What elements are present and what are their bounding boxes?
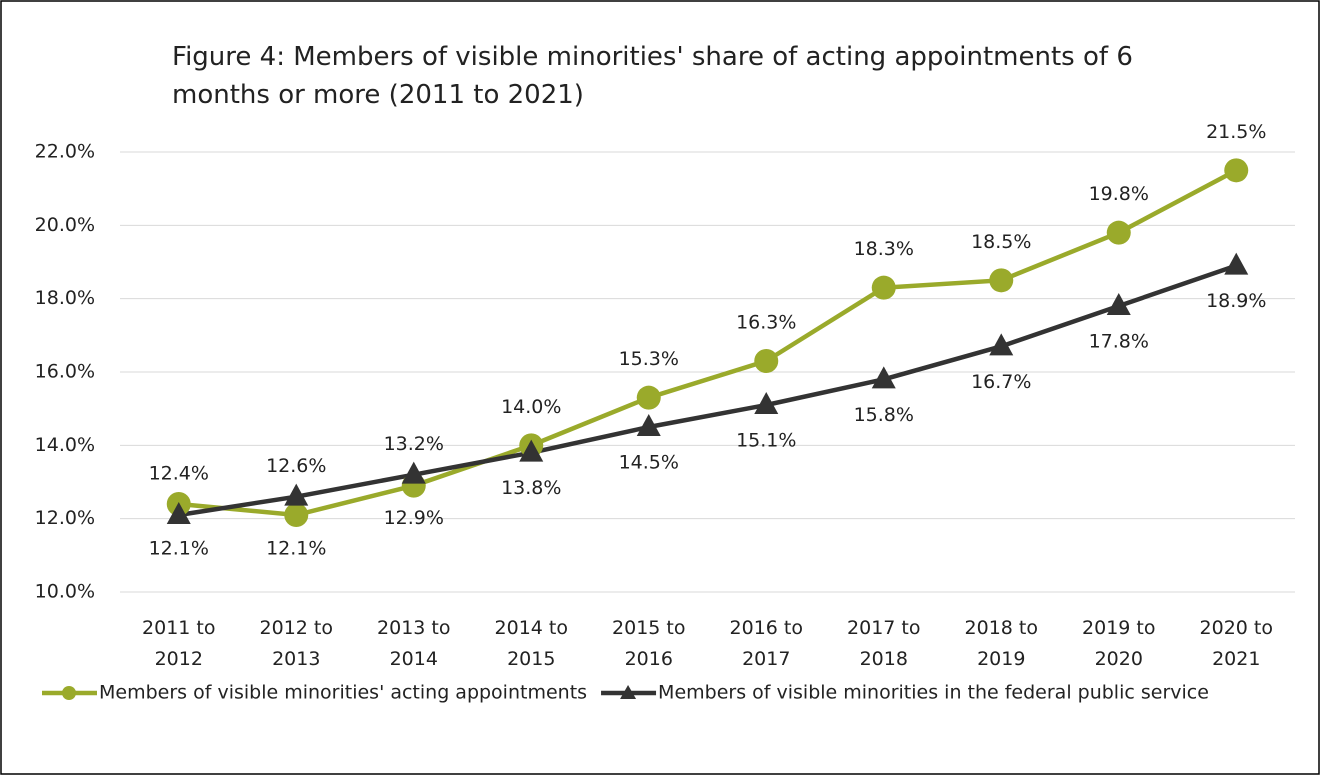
x-tick-line: 2011 to [142, 617, 215, 639]
chart-title: Figure 4: Members of visible minorities'… [172, 42, 1133, 110]
y-tick-label: 10.0% [35, 581, 95, 603]
data-label: 14.0% [501, 396, 561, 418]
x-tick-label: 2014 to 2015 [495, 617, 568, 670]
point [284, 503, 309, 527]
legend-marker [62, 686, 76, 700]
data-label: 18.3% [854, 238, 914, 260]
data-label: 14.5% [619, 452, 679, 474]
point [871, 366, 896, 389]
x-tick-label: 2011 to 2012 [142, 617, 215, 670]
legend-marker [620, 685, 637, 699]
x-tick-line: 2012 [155, 648, 203, 670]
x-tick-label: 2020 to 2021 [1200, 617, 1273, 670]
series-line [178, 168, 1238, 518]
legend-label: Members of visible minorities in the fed… [658, 682, 1209, 704]
point [1224, 158, 1249, 183]
x-tick-line: 2013 [272, 648, 320, 670]
y-tick-label: 12.0% [35, 507, 95, 529]
point [519, 439, 544, 462]
x-tick-line: 2018 to [965, 617, 1038, 639]
x-tick-line: 2018 [860, 648, 908, 670]
data-label: 15.3% [619, 348, 679, 370]
y-tick-label: 14.0% [35, 434, 95, 456]
series-line [178, 263, 1237, 518]
x-tick-label: 2012 to 2013 [260, 617, 333, 670]
x-tick-line: 2014 to [495, 617, 568, 639]
x-tick-line: 2019 [977, 648, 1025, 670]
x-tick-line: 2016 [625, 648, 673, 670]
point [636, 385, 661, 410]
y-tick-label: 16.0% [35, 361, 95, 383]
point [1106, 220, 1131, 245]
data-label: 18.9% [1206, 290, 1266, 312]
x-tick-line: 2017 [742, 648, 790, 670]
data-label: 16.7% [971, 371, 1031, 393]
data-label: 13.2% [384, 433, 444, 455]
data-label: 12.6% [266, 455, 326, 477]
point [754, 349, 779, 373]
y-tick-label: 20.0% [35, 214, 95, 236]
x-tick-line: 2020 to [1200, 617, 1273, 639]
x-tick-line: 2017 to [847, 617, 920, 639]
x-tick-line: 2015 to [612, 617, 685, 639]
x-tick-label: 2017 to 2018 [847, 617, 920, 670]
data-label: 21.5% [1206, 121, 1266, 143]
data-label: 18.5% [971, 231, 1031, 253]
data-label: 15.1% [736, 430, 796, 452]
point [1224, 252, 1249, 275]
point [401, 461, 426, 484]
data-label: 12.4% [149, 463, 209, 485]
x-tick-line: 2013 to [377, 617, 450, 639]
x-tick-label: 2019 to 2020 [1082, 617, 1155, 670]
legend-label: Members of visible minorities' acting ap… [99, 682, 587, 704]
point [166, 502, 191, 524]
x-tick-line: 2014 [390, 648, 438, 670]
data-label: 19.8% [1089, 183, 1149, 205]
x-tick-line: 2016 to [730, 617, 803, 639]
point [1106, 293, 1131, 315]
x-tick-line: 2020 [1095, 648, 1143, 670]
data-label: 12.9% [384, 507, 444, 529]
point [754, 392, 779, 414]
x-tick-line: 2015 [507, 648, 555, 670]
x-tick-line: 2012 to [260, 617, 333, 639]
data-label: 13.8% [501, 477, 561, 499]
x-tick-label: 2016 to 2017 [730, 617, 803, 670]
y-tick-label: 22.0% [35, 141, 95, 163]
point [989, 268, 1014, 293]
data-label: 15.8% [854, 404, 914, 426]
x-tick-line: 2021 [1212, 648, 1260, 670]
point [871, 275, 896, 300]
point [989, 333, 1014, 356]
y-tick-label: 18.0% [35, 287, 95, 309]
x-tick-label: 2015 to 2016 [612, 617, 685, 670]
data-label: 12.1% [149, 538, 209, 560]
data-label: 17.8% [1089, 331, 1149, 353]
data-label: 16.3% [736, 312, 796, 334]
data-label: 12.1% [266, 538, 326, 560]
x-tick-label: 2018 to 2019 [965, 617, 1038, 670]
point [284, 483, 309, 506]
x-tick-label: 2013 to 2014 [377, 617, 450, 670]
point [636, 414, 661, 436]
x-tick-line: 2019 to [1082, 617, 1155, 639]
